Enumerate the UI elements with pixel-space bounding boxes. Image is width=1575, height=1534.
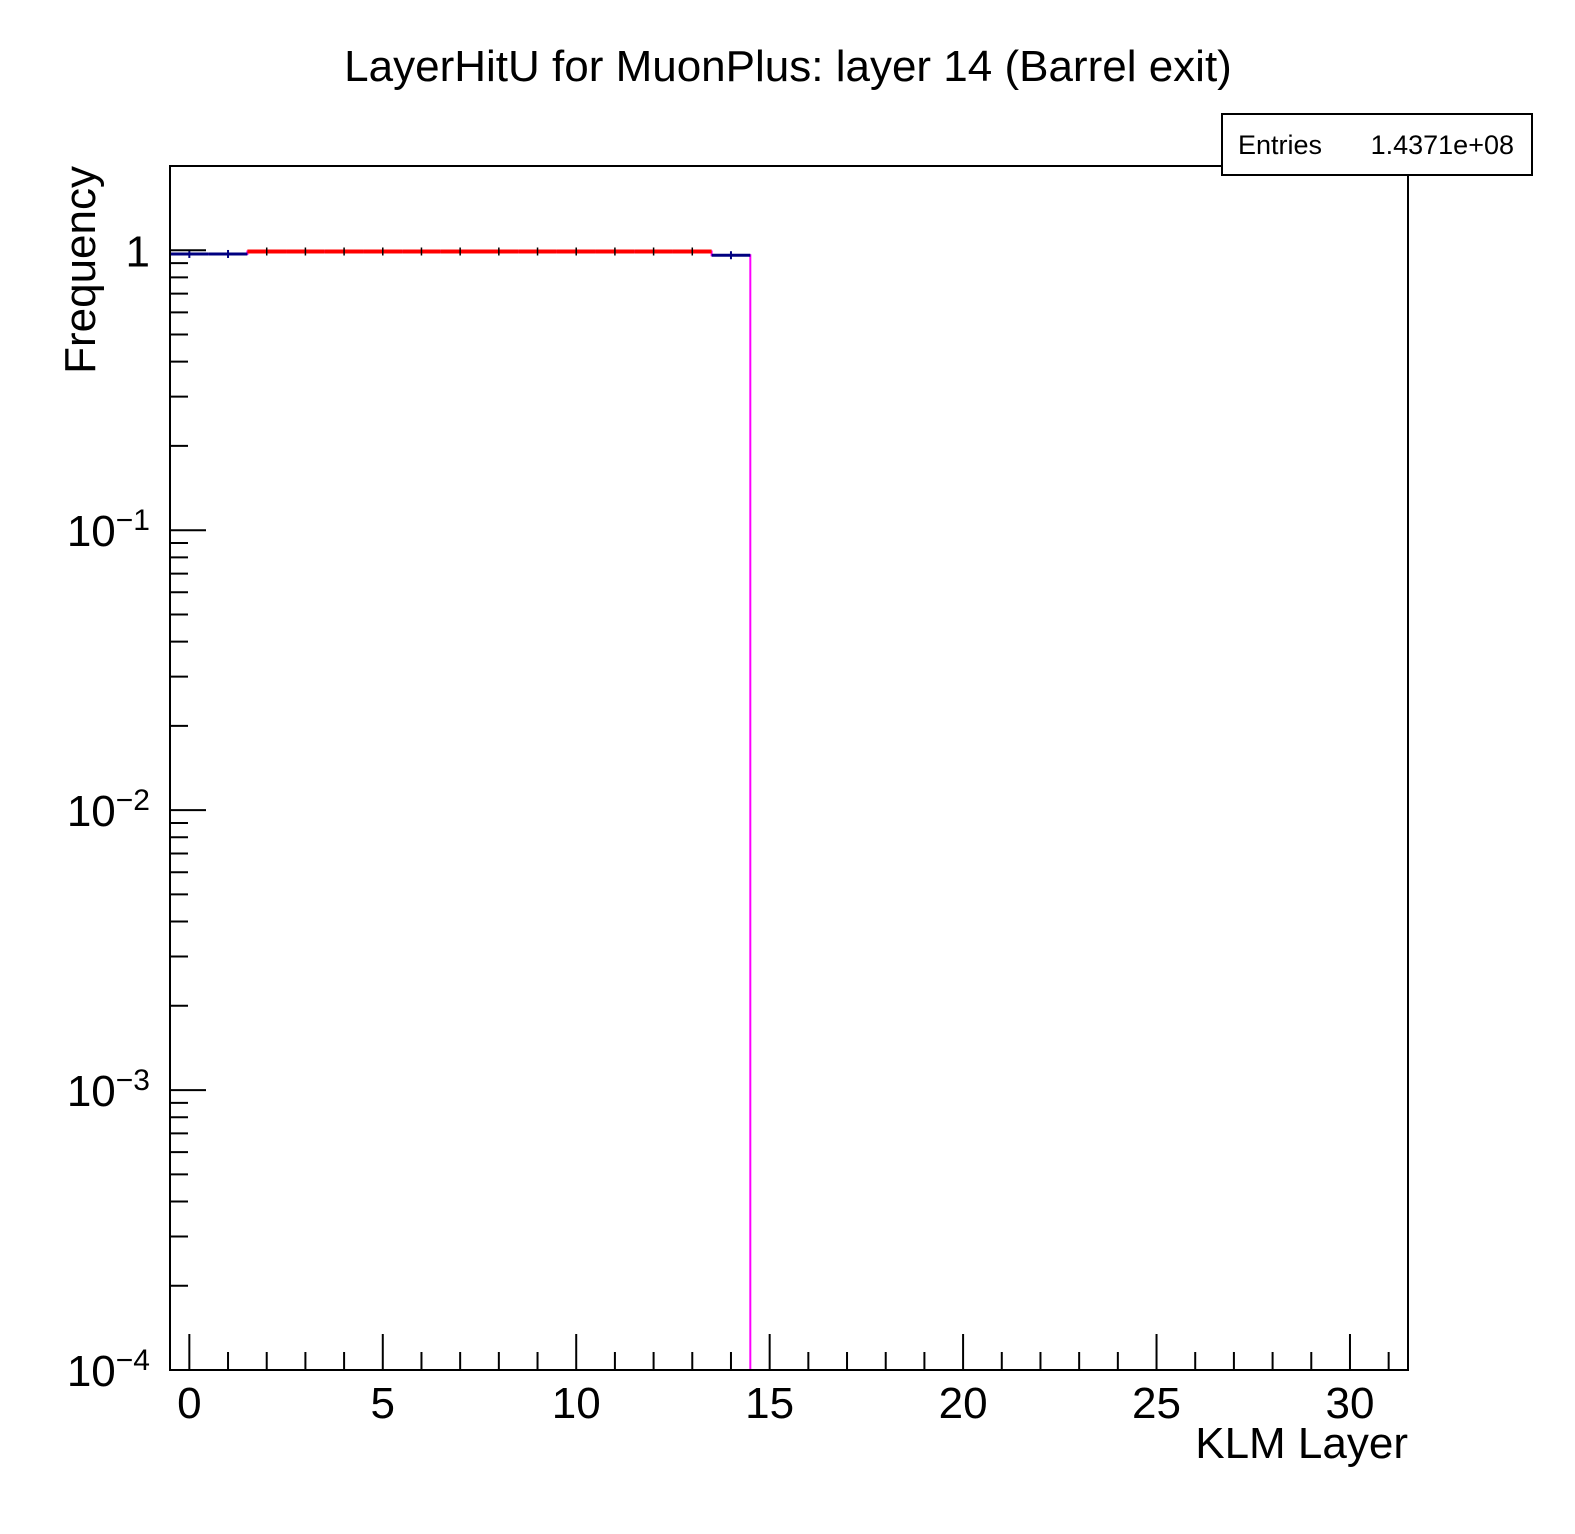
stats-entries-label: Entries [1238, 130, 1322, 160]
y-tick-label: 1 [126, 227, 150, 276]
x-tick-label: 15 [745, 1379, 794, 1428]
histogram-outline [170, 250, 1408, 1371]
plot-area [170, 247, 1408, 1371]
stats-box: Entries 1.4371e+08 [1221, 113, 1533, 176]
y-axis-label: Frequency [56, 166, 105, 374]
y-tick-label: 10−1 [67, 504, 150, 556]
x-tick-label: 20 [939, 1379, 988, 1428]
y-tick-label: 10−3 [67, 1064, 150, 1116]
x-tick-label: 0 [177, 1379, 201, 1428]
x-axis-label: KLM Layer [1195, 1419, 1408, 1468]
plot-frame [169, 165, 1409, 1371]
stats-box-frame [1221, 113, 1533, 176]
stats-entries-value: 1.4371e+08 [1371, 130, 1514, 160]
x-tick-label: 10 [552, 1379, 601, 1428]
y-tick-label: 10−2 [67, 784, 150, 836]
chart-title: LayerHitU for MuonPlus: layer 14 (Barrel… [344, 42, 1232, 91]
x-tick-label: 5 [371, 1379, 395, 1428]
y-tick-label: 10−4 [67, 1344, 150, 1396]
axes: 0 5 10 15 20 25 30 10−4 10−3 10−2 10−1 1 [67, 165, 1390, 1428]
x-tick-label: 30 [1325, 1379, 1374, 1428]
x-tick-label: 25 [1132, 1379, 1181, 1428]
